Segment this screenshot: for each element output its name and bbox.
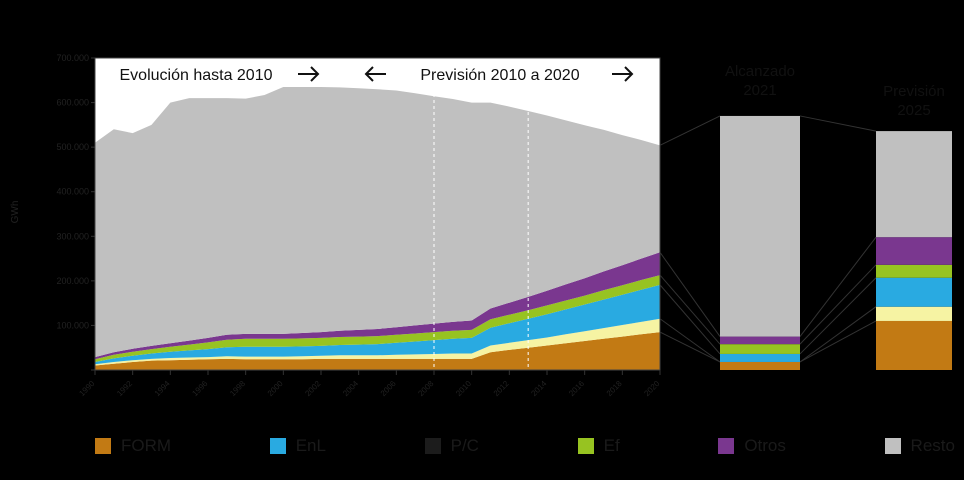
legend-label-ef: Ef (603, 436, 620, 455)
legend-swatch-resto (884, 438, 901, 454)
plot-border (94, 57, 661, 371)
x-tick-label: 1994 (153, 379, 172, 398)
bar-segment-enl (720, 353, 800, 362)
connector-line (799, 236, 877, 337)
x-tick-label: 2002 (303, 379, 322, 398)
legend: FORM EnL P/C Ef Otros Resto (95, 432, 955, 460)
bar-label-line2: 2021 (743, 82, 776, 99)
y-tick-label: 400.000 (56, 187, 89, 197)
connector-line (799, 306, 877, 363)
legend-swatch-enl (269, 438, 286, 454)
y-tick-label: 200.000 (56, 276, 89, 286)
connector-line (659, 318, 721, 363)
connector-line (659, 252, 721, 337)
x-tick-label: 2010 (454, 379, 473, 398)
connector-lines (659, 115, 877, 363)
area-enl (95, 284, 660, 365)
bar-segment-form (720, 361, 800, 370)
bar-segment-otros (720, 336, 800, 345)
connector-line (799, 264, 877, 345)
legend-label-resto: Resto (910, 436, 955, 455)
bar-segment-enl (876, 277, 952, 307)
area-resto (95, 87, 660, 358)
legend-label-otros: Otros (744, 436, 786, 455)
legend-item-enl: EnL (269, 436, 326, 456)
legend-label-pc: P/C (450, 436, 479, 455)
bar-segment-otros (876, 237, 952, 265)
bar-segment-form (876, 320, 952, 370)
legend-swatch-pc (424, 438, 441, 454)
x-tick-label: 2000 (266, 379, 285, 398)
y-tick-label: 700.000 (56, 53, 89, 63)
connector-line (799, 115, 877, 132)
x-tick-label: 2014 (529, 379, 548, 398)
bar-segment-ef (876, 264, 952, 278)
arrow-left-icon-head (364, 66, 374, 82)
area-ef (95, 275, 660, 362)
bar-segment-cog (876, 306, 952, 321)
y-tick-label: 300.000 (56, 231, 89, 241)
legend-swatch-ef (577, 438, 594, 454)
bar-segment-resto (876, 131, 952, 238)
x-tick-label: 1990 (77, 379, 96, 398)
legend-swatch-otros (718, 438, 735, 454)
connector-line (799, 320, 877, 363)
annotation-history: Evolución hasta 2010 (120, 67, 273, 84)
x-tick-label: 1996 (190, 379, 209, 398)
connector-line (799, 277, 877, 355)
separator-lines (94, 57, 661, 371)
legend-item-form: FORM (95, 436, 171, 456)
y-tick-label: 600.000 (56, 98, 89, 108)
bar-label-line1: Previsión (883, 83, 945, 100)
y-axis: 700.000 600.000 500.000 400.000 300.000 200.0… (56, 53, 96, 371)
area-otros (95, 252, 660, 360)
connector-line (659, 115, 721, 146)
x-tick-label: 2020 (642, 379, 661, 398)
connector-line (659, 284, 721, 355)
bar-segment-resto (720, 115, 800, 337)
connector-line (659, 331, 721, 363)
x-tick-label: 2018 (605, 379, 624, 398)
summary-bars: Alcanzado 2021 Previsión 2025 (720, 63, 952, 370)
x-tick-label: 2008 (416, 379, 435, 398)
area-cog (95, 318, 660, 366)
x-tick-label: 2012 (492, 379, 511, 398)
legend-label-form: FORM (121, 436, 172, 455)
legend-item-pc: P/C (424, 436, 479, 456)
legend-item-resto: Resto (884, 436, 955, 456)
annotation-labels: Evolución hasta 2010 Previsión 2010 a 20… (10, 67, 580, 223)
area-form (95, 332, 660, 370)
annotation-forecast: Previsión 2010 a 2020 (420, 67, 579, 84)
arrow-right-icon-head (624, 66, 634, 82)
legend-swatch-form (95, 438, 111, 454)
stacked-areas (95, 87, 660, 370)
x-axis: 1990 1992 1994 1996 1998 2000 2002 2004 2006 2008… (77, 370, 662, 398)
y-axis-label: GWh (10, 201, 21, 224)
x-tick-label: 2006 (379, 379, 398, 398)
bar-segment-ef (720, 344, 800, 354)
x-tick-label: 2004 (341, 379, 360, 398)
x-tick-label: 2016 (567, 379, 586, 398)
legend-item-otros: Otros (718, 436, 786, 456)
bar-label-line2: 2025 (897, 102, 930, 119)
x-tick-label: 1998 (228, 379, 247, 398)
arrow-right-icon-head (310, 66, 320, 82)
legend-item-ef: Ef (577, 436, 620, 456)
legend-label-enl: EnL (295, 436, 326, 455)
connector-line (659, 274, 721, 345)
y-tick-label: 100.000 (56, 320, 89, 330)
x-tick-label: 1992 (115, 379, 134, 398)
bar-label-line1: Alcanzado (725, 63, 795, 80)
y-tick-label: 500.000 (56, 142, 89, 152)
